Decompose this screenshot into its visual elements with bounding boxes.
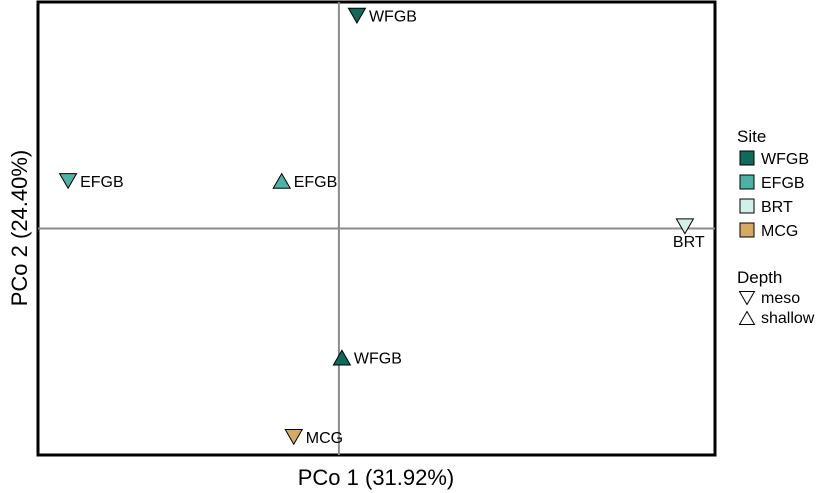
legend-swatch-wfgb	[739, 150, 755, 166]
point-label: WFGB	[354, 351, 402, 368]
point-label: MCG	[306, 430, 343, 447]
legend-swatch-mcg	[739, 222, 755, 238]
point-label: WFGB	[369, 9, 417, 26]
y-axis-title: PCo 2 (24.40%)	[7, 150, 32, 307]
legend-shape-meso	[738, 291, 756, 306]
point-marker-efgb-shallow	[272, 172, 292, 189]
legend-site-label: MCG	[761, 223, 798, 240]
legend-site-label: EFGB	[761, 175, 805, 192]
legend-swatch-efgb	[739, 174, 755, 190]
legend-depth-label: shallow	[761, 310, 815, 327]
legend-shape-shallow	[738, 310, 756, 325]
point-marker-wfgb-meso	[347, 7, 367, 24]
legend-swatch-brt	[739, 198, 755, 214]
point-marker-wfgb-shallow	[332, 349, 352, 366]
point-marker-brt-meso	[675, 218, 695, 235]
legend: Site WFGB EFGB BRT MCG Depth meso shallow	[737, 127, 815, 327]
legend-site-title: Site	[737, 127, 766, 146]
legend-depth-label: meso	[761, 290, 800, 307]
legend-depth-title: Depth	[737, 268, 782, 287]
point-label: EFGB	[294, 174, 338, 191]
legend-site-label: WFGB	[761, 151, 809, 168]
legend-depth-items: meso shallow	[738, 290, 815, 327]
legend-site-label: BRT	[761, 199, 793, 216]
x-axis-title: PCo 1 (31.92%)	[298, 465, 455, 490]
points-layer: WFGB EFGB EFGB BRT WFGB MCG	[58, 7, 705, 447]
point-label: BRT	[673, 234, 705, 251]
legend-site-items: WFGB EFGB BRT MCG	[739, 150, 809, 240]
point-label: EFGB	[80, 174, 124, 191]
point-marker-efgb-meso	[58, 173, 78, 190]
point-marker-mcg-meso	[284, 429, 304, 446]
